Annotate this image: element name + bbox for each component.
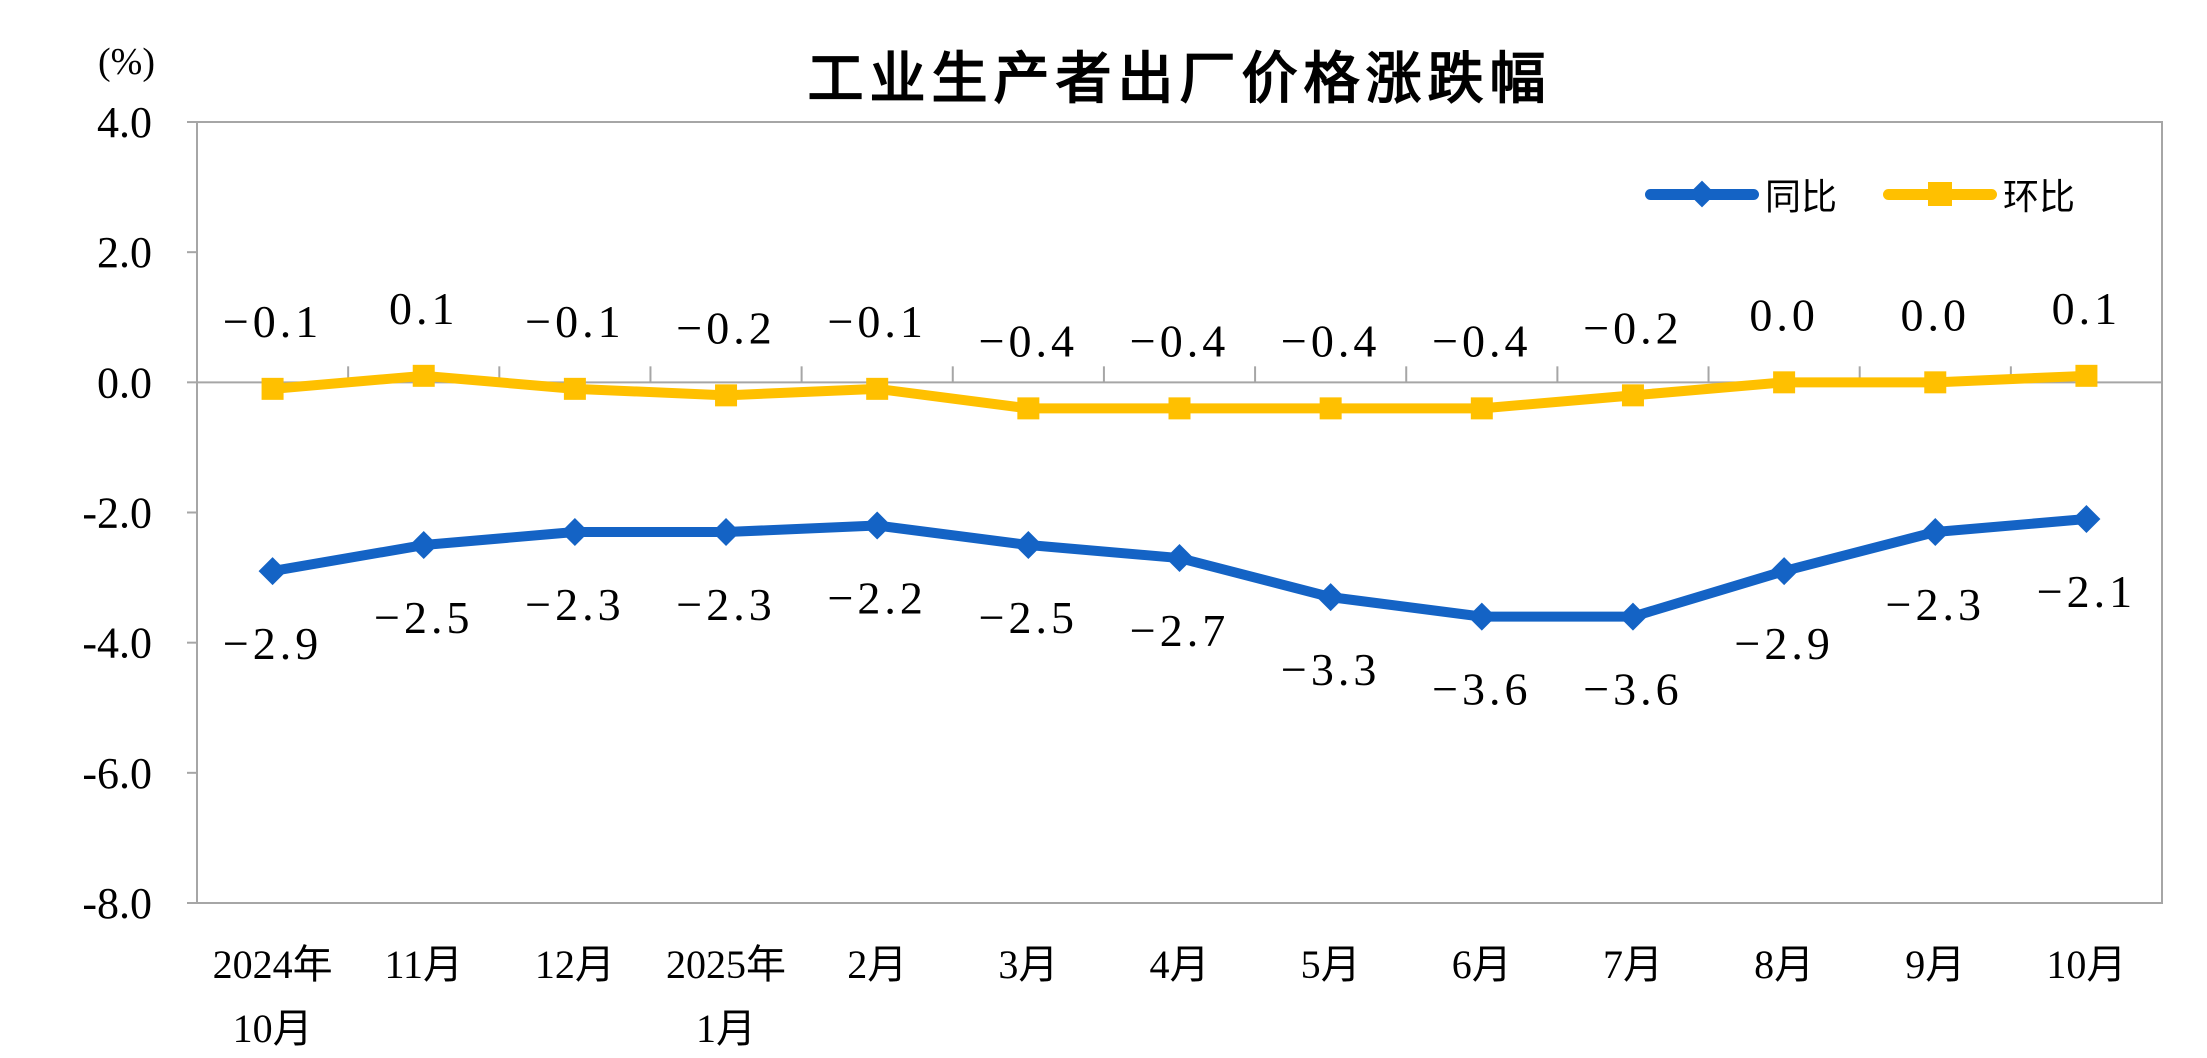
x-axis-label: 4月 <box>1150 942 1210 987</box>
chart-title: 工业生产者出厂价格涨跌幅 <box>807 47 1552 110</box>
y-axis-tick-label: 2.0 <box>97 228 152 277</box>
data-label-yoy: −3.6 <box>1583 664 1682 715</box>
square-marker-icon <box>1928 182 1953 206</box>
data-point-diamond <box>1316 583 1345 612</box>
data-point-square <box>412 364 435 387</box>
data-label-yoy: −2.3 <box>1886 579 1985 630</box>
x-axis-label: 6月 <box>1452 942 1512 987</box>
y-axis-tick-label: -8.0 <box>82 879 152 928</box>
x-axis-label: 8月 <box>1754 942 1814 987</box>
data-point-square <box>1319 397 1342 420</box>
legend-label-yoy: 同比 <box>1765 176 1838 217</box>
data-point-diamond <box>409 531 438 560</box>
x-axis-label: 3月 <box>998 942 1058 987</box>
data-label-yoy: −2.3 <box>676 579 775 630</box>
data-label-mom: −0.2 <box>676 302 775 353</box>
x-axis-label: 11月 <box>384 942 463 987</box>
x-axis-label: 10月 <box>2046 942 2126 987</box>
data-point-square <box>1017 397 1040 420</box>
x-axis-label: 7月 <box>1603 942 1663 987</box>
yoy-line-sample-icon <box>1645 180 1759 208</box>
data-point-diamond <box>1618 602 1647 631</box>
data-label-mom: −0.1 <box>525 296 624 347</box>
data-label-mom: 0.1 <box>389 283 459 334</box>
data-label-mom: −0.4 <box>1130 315 1229 366</box>
data-label-yoy: −2.2 <box>827 573 926 624</box>
y-axis-unit-label: (%) <box>98 41 155 83</box>
data-point-square <box>715 384 738 407</box>
data-point-square <box>1924 371 1947 394</box>
data-point-square <box>1773 371 1796 394</box>
data-point-diamond <box>560 518 589 547</box>
data-label-mom: 0.0 <box>1901 289 1971 340</box>
data-point-square <box>1621 384 1644 407</box>
data-label-yoy: −2.5 <box>979 592 1078 643</box>
data-label-yoy: −2.9 <box>223 618 322 669</box>
legend-label-mom: 环比 <box>2003 176 2076 217</box>
data-label-yoy: −2.7 <box>1130 605 1229 656</box>
x-axis-label: 5月 <box>1301 942 1361 987</box>
data-point-square <box>261 377 284 400</box>
data-point-diamond <box>1921 518 1950 547</box>
data-point-diamond <box>712 518 741 547</box>
data-point-square <box>1168 397 1191 420</box>
data-label-mom: −0.4 <box>1432 315 1531 366</box>
y-axis-tick-label: 4.0 <box>97 98 152 147</box>
legend-item-mom: 环比 <box>1883 168 2075 220</box>
data-point-diamond <box>1467 602 1496 631</box>
mom-line-sample-icon <box>1883 182 1998 206</box>
data-point-square <box>2075 364 2098 387</box>
data-label-yoy: −2.1 <box>2037 566 2136 617</box>
data-label-mom: −0.1 <box>223 296 322 347</box>
data-point-diamond <box>1165 544 1194 573</box>
plot-border <box>196 121 2163 904</box>
y-axis-tick-label: -6.0 <box>82 749 152 798</box>
data-label-mom: 0.0 <box>1749 289 1819 340</box>
x-axis-label: 2月 <box>847 942 907 987</box>
data-point-diamond <box>1770 557 1799 586</box>
data-point-square <box>563 377 586 400</box>
data-label-yoy: −3.3 <box>1281 644 1380 695</box>
x-axis-label-line2: 10月 <box>233 1006 313 1051</box>
data-point-square <box>1470 397 1493 420</box>
data-label-yoy: −3.6 <box>1432 664 1531 715</box>
data-point-square <box>866 377 889 400</box>
y-axis-tick-label: 0.0 <box>97 358 152 407</box>
x-axis-label-line2: 1月 <box>696 1006 756 1051</box>
data-label-mom: −0.1 <box>827 296 926 347</box>
data-point-diamond <box>863 511 892 540</box>
x-axis-label: 12月 <box>535 942 615 987</box>
x-axis-label: 2024年 <box>213 942 333 987</box>
data-label-mom: −0.4 <box>979 315 1078 366</box>
data-label-mom: −0.2 <box>1583 302 1682 353</box>
data-point-diamond <box>258 557 287 586</box>
legend-item-yoy: 同比 <box>1645 168 1837 220</box>
diamond-marker-icon <box>1688 180 1716 208</box>
y-axis-tick-label: -4.0 <box>82 619 152 668</box>
x-axis-label: 2025年 <box>666 942 786 987</box>
data-point-diamond <box>1014 531 1043 560</box>
data-label-yoy: −2.5 <box>374 592 473 643</box>
data-label-mom: 0.1 <box>2052 283 2122 334</box>
legend: 同比 环比 <box>1645 168 2075 220</box>
x-axis-label: 9月 <box>1905 942 1965 987</box>
data-label-yoy: −2.9 <box>1734 618 1833 669</box>
data-point-diamond <box>2072 505 2101 534</box>
data-label-yoy: −2.3 <box>525 579 624 630</box>
y-axis-tick-label: -2.0 <box>82 489 152 538</box>
data-label-mom: −0.4 <box>1281 315 1380 366</box>
